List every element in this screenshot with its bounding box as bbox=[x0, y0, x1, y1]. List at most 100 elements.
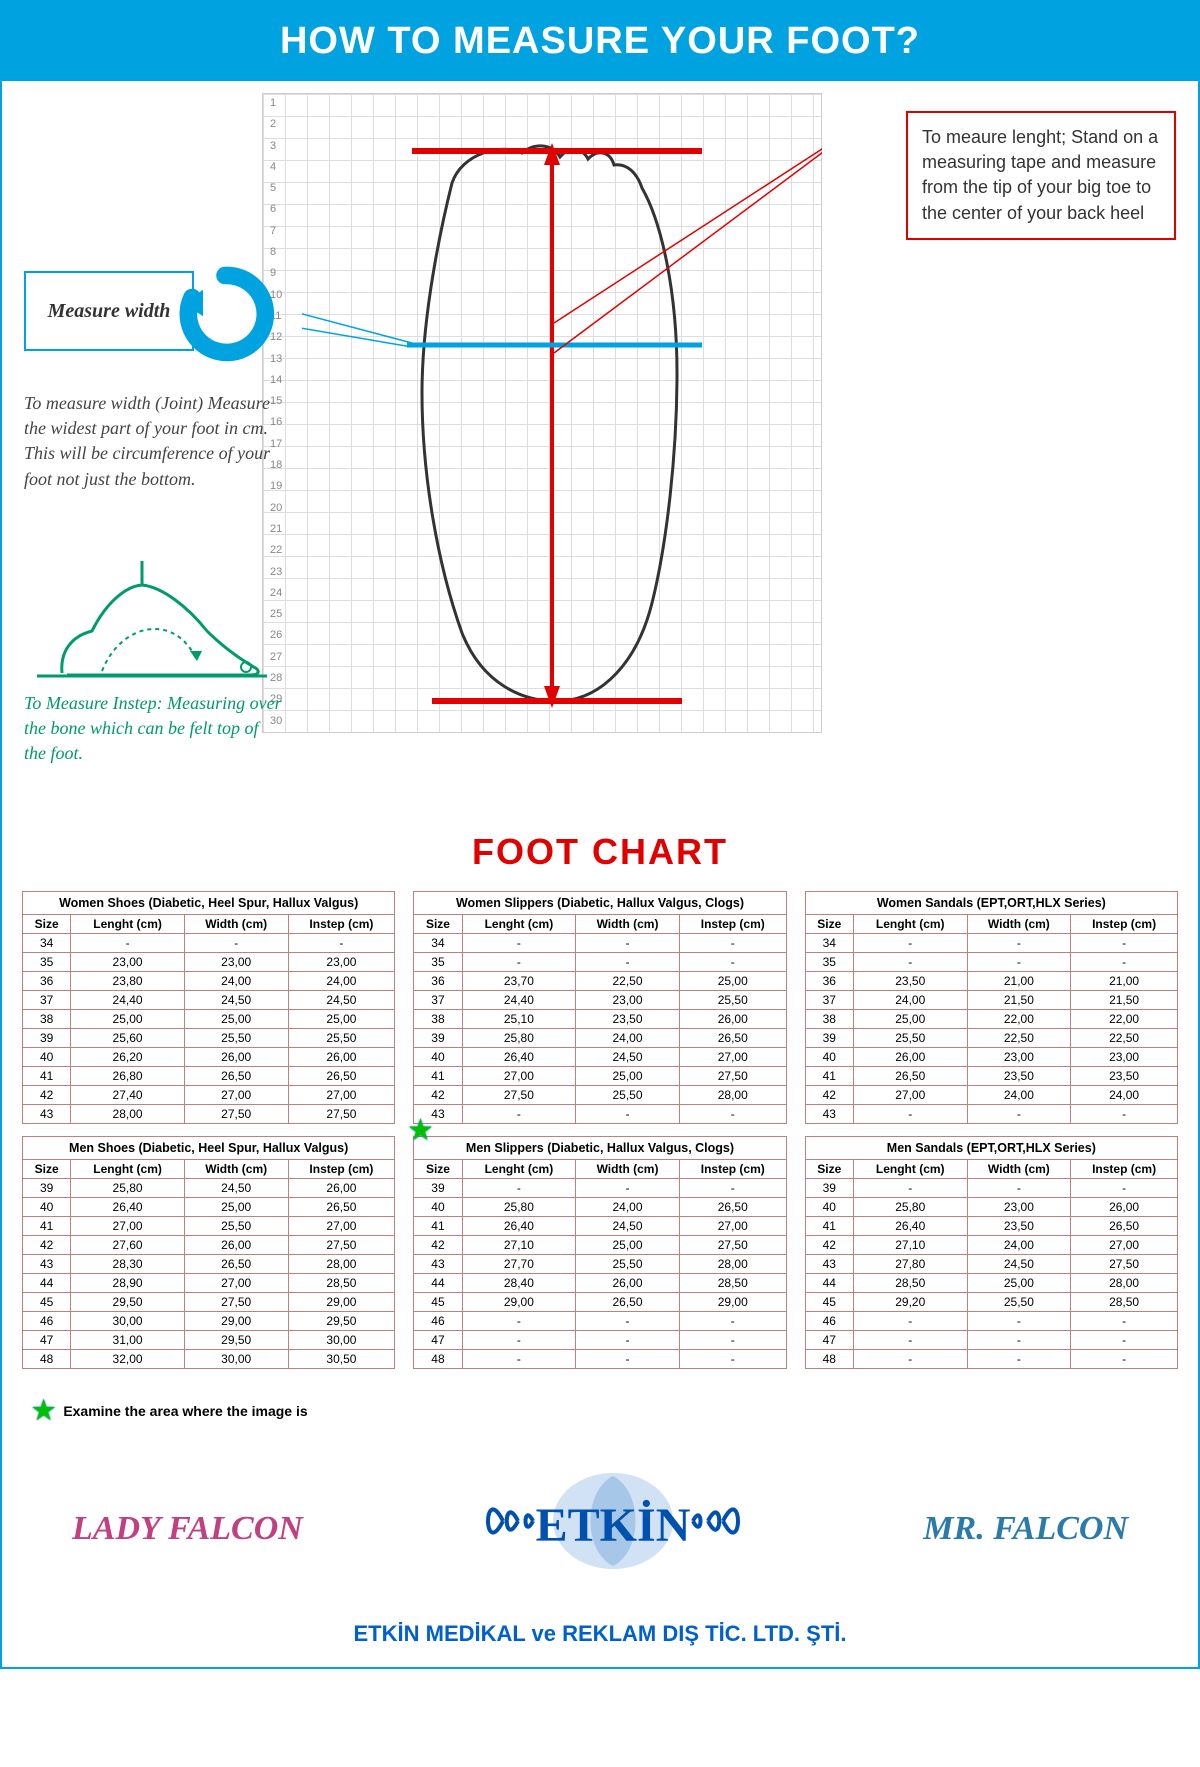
table-cell: 25,50 bbox=[184, 1217, 288, 1236]
table-row: 3925,6025,5025,50 bbox=[23, 1029, 395, 1048]
table-row: 4428,5025,0028,00 bbox=[805, 1274, 1177, 1293]
table-cell: 39 bbox=[805, 1179, 853, 1198]
table-cell: 25,00 bbox=[184, 1198, 288, 1217]
table-cell: 36 bbox=[805, 972, 853, 991]
table-cell: - bbox=[967, 1331, 1071, 1350]
table-cell: 30,50 bbox=[288, 1350, 395, 1369]
table-cell: 23,50 bbox=[853, 972, 967, 991]
table-row: 4529,2025,5028,50 bbox=[805, 1293, 1177, 1312]
table-caption: Men Shoes (Diabetic, Heel Spur, Hallux V… bbox=[22, 1136, 395, 1159]
table-row: 3825,0022,0022,00 bbox=[805, 1010, 1177, 1029]
table-cell: 40 bbox=[805, 1048, 853, 1067]
table-row: 4025,8023,0026,00 bbox=[805, 1198, 1177, 1217]
table-cell: 44 bbox=[23, 1274, 71, 1293]
table-cell: - bbox=[853, 1331, 967, 1350]
measurement-diagram: 1234567891011121314151617181920212223242… bbox=[2, 81, 1198, 821]
table-cell: 27,60 bbox=[71, 1236, 185, 1255]
table-header-cell: Size bbox=[414, 1160, 462, 1179]
table-cell: 28,30 bbox=[71, 1255, 185, 1274]
table-cell: 38 bbox=[23, 1010, 71, 1029]
table-cell: 25,50 bbox=[576, 1255, 680, 1274]
table-cell: 48 bbox=[23, 1350, 71, 1369]
table-cell: 30,00 bbox=[184, 1350, 288, 1369]
table-row: 4025,8024,0026,50 bbox=[414, 1198, 786, 1217]
table-row: 4327,7025,5028,00 bbox=[414, 1255, 786, 1274]
table-cell: - bbox=[1071, 1312, 1178, 1331]
width-label-box: Measure width bbox=[24, 271, 194, 351]
table-cell: - bbox=[288, 934, 395, 953]
table-cell: 26,50 bbox=[1071, 1217, 1178, 1236]
company-footer: ETKİN MEDİKAL ve REKLAM DIŞ TİC. LTD. ŞT… bbox=[2, 1621, 1198, 1667]
table-cell: - bbox=[462, 1105, 576, 1124]
table-header-cell: Size bbox=[23, 1160, 71, 1179]
table-cell: 26,40 bbox=[462, 1217, 576, 1236]
table-cell: - bbox=[679, 934, 786, 953]
table-header-cell: Lenght (cm) bbox=[71, 915, 185, 934]
table-cell: 24,50 bbox=[576, 1217, 680, 1236]
table-cell: 24,50 bbox=[967, 1255, 1071, 1274]
table-cell: 25,50 bbox=[679, 991, 786, 1010]
table-cell: - bbox=[679, 1350, 786, 1369]
table-cell: - bbox=[853, 953, 967, 972]
table-cell: 24,50 bbox=[184, 1179, 288, 1198]
table-cell: - bbox=[967, 1312, 1071, 1331]
table-cell: 42 bbox=[805, 1236, 853, 1255]
table-row: 3825,1023,5026,00 bbox=[414, 1010, 786, 1029]
table-cell: 45 bbox=[414, 1293, 462, 1312]
mr-falcon-logo: MR. FALCON bbox=[923, 1510, 1128, 1548]
table-row: 4026,4024,5027,00 bbox=[414, 1048, 786, 1067]
table-row: 4328,0027,5027,50 bbox=[23, 1105, 395, 1124]
table-cell: 26,50 bbox=[853, 1067, 967, 1086]
table-cell: 40 bbox=[23, 1048, 71, 1067]
table-cell: 27,80 bbox=[853, 1255, 967, 1274]
table-header-cell: Width (cm) bbox=[967, 1160, 1071, 1179]
table-cell: 25,00 bbox=[71, 1010, 185, 1029]
table-cell: 47 bbox=[23, 1331, 71, 1350]
table-row: 35--- bbox=[414, 953, 786, 972]
table-cell: 34 bbox=[23, 934, 71, 953]
table-row: 3724,4024,5024,50 bbox=[23, 991, 395, 1010]
table-header-cell: Instep (cm) bbox=[679, 915, 786, 934]
table-cell: 26,40 bbox=[462, 1048, 576, 1067]
size-table: Men Slippers (Diabetic, Hallux Valgus, C… bbox=[413, 1136, 786, 1369]
table-header-cell: Lenght (cm) bbox=[71, 1160, 185, 1179]
table-cell: 48 bbox=[414, 1350, 462, 1369]
table-cell: 47 bbox=[805, 1331, 853, 1350]
table-cell: 25,00 bbox=[679, 972, 786, 991]
table-cell: 29,20 bbox=[853, 1293, 967, 1312]
table-cell: 28,40 bbox=[462, 1274, 576, 1293]
star-note-text: Examine the area where the image is bbox=[63, 1403, 307, 1419]
table-cell: 30,00 bbox=[71, 1312, 185, 1331]
table-cell: 31,00 bbox=[71, 1331, 185, 1350]
table-row: 4529,5027,5029,00 bbox=[23, 1293, 395, 1312]
table-cell: 27,00 bbox=[679, 1217, 786, 1236]
table-cell: 22,50 bbox=[967, 1029, 1071, 1048]
table-row: 3825,0025,0025,00 bbox=[23, 1010, 395, 1029]
table-cell: 36 bbox=[414, 972, 462, 991]
table-cell: 27,40 bbox=[71, 1086, 185, 1105]
table-row: 4328,3026,5028,00 bbox=[23, 1255, 395, 1274]
table-cell: 46 bbox=[805, 1312, 853, 1331]
table-cell: 26,50 bbox=[288, 1198, 395, 1217]
table-cell: 40 bbox=[805, 1198, 853, 1217]
table-row: 4026,0023,0023,00 bbox=[805, 1048, 1177, 1067]
size-table: Women Sandals (EPT,ORT,HLX Series)SizeLe… bbox=[805, 891, 1178, 1124]
table-row: 39--- bbox=[414, 1179, 786, 1198]
etkin-logo: ETKİN bbox=[463, 1466, 763, 1591]
table-cell: 27,50 bbox=[184, 1105, 288, 1124]
table-cell: 25,00 bbox=[288, 1010, 395, 1029]
table-header-cell: Instep (cm) bbox=[1071, 1160, 1178, 1179]
star-marker-icon: ★ bbox=[407, 1113, 434, 1148]
table-row: 4731,0029,5030,00 bbox=[23, 1331, 395, 1350]
table-cell: 25,80 bbox=[462, 1029, 576, 1048]
table-header-cell: Instep (cm) bbox=[1071, 915, 1178, 934]
table-row: 4127,0025,5027,00 bbox=[23, 1217, 395, 1236]
table-cell: 37 bbox=[23, 991, 71, 1010]
table-cell: - bbox=[462, 1312, 576, 1331]
table-cell: 43 bbox=[805, 1105, 853, 1124]
table-cell: - bbox=[184, 934, 288, 953]
table-cell: 21,50 bbox=[1071, 991, 1178, 1010]
table-cell: - bbox=[576, 1105, 680, 1124]
table-cell: 32,00 bbox=[71, 1350, 185, 1369]
table-header-cell: Width (cm) bbox=[967, 915, 1071, 934]
